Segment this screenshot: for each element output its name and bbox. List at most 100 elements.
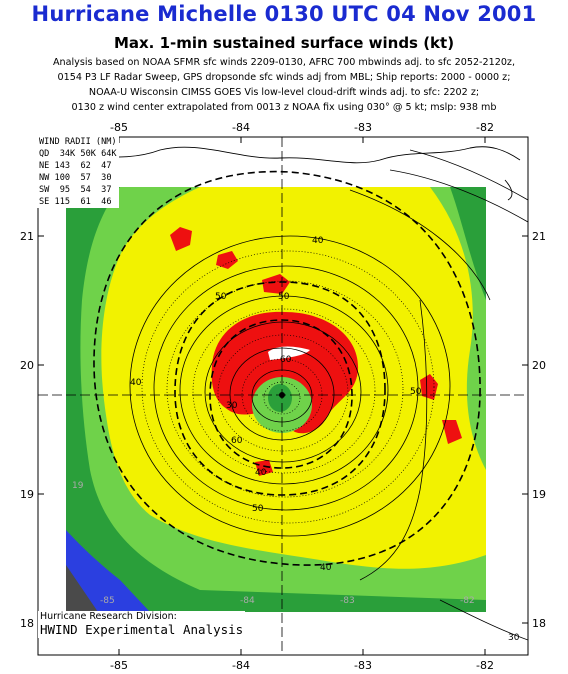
wind-patch [255,460,273,476]
analysis-line: Analysis based on NOAA SFMR sfc winds 22… [52,57,516,68]
analysis-line: 0130 z wind center extrapolated from 001… [71,102,497,113]
radius-34kt: 100 [54,173,71,183]
contour-label: 40 [255,468,267,478]
fine-contour [263,381,301,415]
wind-patch [262,274,290,294]
inner-label: -83 [340,596,355,606]
isotach-line [204,321,362,463]
inner-label: -85 [100,596,115,606]
map-title: Hurricane Michelle 0130 UTC 04 Nov 2001 [31,2,537,26]
shelf-region [66,530,150,612]
wind-field [66,187,486,612]
fine-contour [166,280,404,498]
contour-label: 50 [252,504,264,514]
footer-product: HWIND Experimental Analysis [40,622,244,637]
isotach-line [129,235,451,537]
left-lat-label: 18 [20,617,34,630]
radius-50kt: 57 [80,173,91,183]
top-lon-label: -84 [232,121,250,134]
radius-50kt-ring [174,281,386,496]
center-dot [279,392,285,398]
fine-contour [192,308,376,474]
left-lat-label: 19 [20,488,34,501]
wind-region-64kt [211,311,359,434]
contour-label: 40 [320,563,332,573]
map-subtitle: Max. 1-min sustained surface winds (kt) [113,34,455,52]
analysis-line: NOAA-U Wisconsin CIMSS GOES Vis low-leve… [88,87,480,98]
wind-region-below-34kt-ne [450,187,486,300]
radius-64kt: 37 [101,185,112,195]
contour-label: 40 [312,236,324,246]
contour-label: 30 [226,401,238,411]
radius-64kt: 47 [101,161,112,171]
bottom-lon-label: -85 [110,659,128,672]
bottom-lon-label: -84 [232,659,250,672]
eye-center-region [268,384,292,412]
storm-center-marker [279,392,285,398]
fine-contour [141,250,435,524]
wind-radii-header: QD 34K 50K 64K [39,149,117,159]
bottom-lon-label: -83 [354,659,372,672]
right-lat-label: 18 [532,617,546,630]
radius-64kt: 46 [101,197,112,207]
isotach-line [349,189,491,301]
radius-50kt: 61 [80,197,91,207]
contour-label: 40 [130,378,142,388]
right-lat-label: 19 [532,488,546,501]
wind-radii-table: WIND RADII (NM) QD 34K 50K 64K NE 143 62… [37,136,119,208]
left-lat-label: 20 [20,359,34,372]
quadrant: NE [39,161,50,171]
left-lat-label: 21 [20,230,34,243]
isotach-line [153,265,419,511]
wind-radii-row: SW 95 54 37 [39,184,117,196]
analysis-line: 0154 P3 LF Radar Sweep, GPS dropsonde sf… [57,72,511,83]
contour-label: 50 [215,292,227,302]
inner-grid-labels: -85 -84 -83 -82 19 [72,481,475,606]
top-lon-label: -83 [354,121,372,134]
quadrant: SE [39,197,50,207]
quadrant: NW [39,173,50,183]
inner-label: -82 [460,596,475,606]
isotach-line [359,299,428,581]
inner-label: -84 [240,596,255,606]
wind-patch [442,420,462,444]
fine-contour [217,334,349,452]
axis-labels: -85 -84 -83 -82 -85 -84 -83 -82 21 20 19… [20,121,546,672]
bottom-lon-label: -82 [476,659,494,672]
coastline [504,179,513,201]
wind-region-below-34kt [66,187,486,612]
axis-ticks [38,137,528,655]
right-lat-label: 21 [532,230,546,243]
wind-radii-row: SE 115 61 46 [39,196,117,208]
footer-organization: Hurricane Research Division: [40,611,177,622]
wind-patch [216,251,238,269]
contour-label: 50 [410,387,422,397]
footer-credit: Hurricane Research Division: HWIND Exper… [38,611,246,638]
contour-label: 30 [508,633,520,643]
wind-radii-row: NE 143 62 47 [39,160,117,172]
contour-labels: 40 50 50 60 30 50 40 60 40 50 40 30 [130,236,520,643]
right-lat-label: 20 [532,359,546,372]
radius-34kt-ring [93,170,481,566]
quadrant: SW [39,185,50,195]
wind-patch [170,227,192,251]
isotach-line [179,295,389,485]
contour-label: 50 [278,292,290,302]
analysis-notes: Analysis based on NOAA SFMR sfc winds 22… [0,55,568,115]
radius-50kt: 62 [80,161,91,171]
isotach-contours [129,149,528,641]
shelf-region-deep [66,565,98,612]
inner-label: 19 [72,481,84,491]
wind-radii-title: WIND RADII (NM) [39,137,117,147]
radius-34kt: 115 [54,197,71,207]
coastline [379,146,521,161]
wind-region-100kt [268,346,310,360]
contour-label: 60 [231,436,243,446]
plot-frame [37,136,529,656]
top-lon-label: -82 [476,121,494,134]
contour-label: 60 [280,355,292,365]
radius-64kt: 30 [101,173,112,183]
radius-34kt: 95 [59,185,71,195]
isotach-line [439,599,528,641]
